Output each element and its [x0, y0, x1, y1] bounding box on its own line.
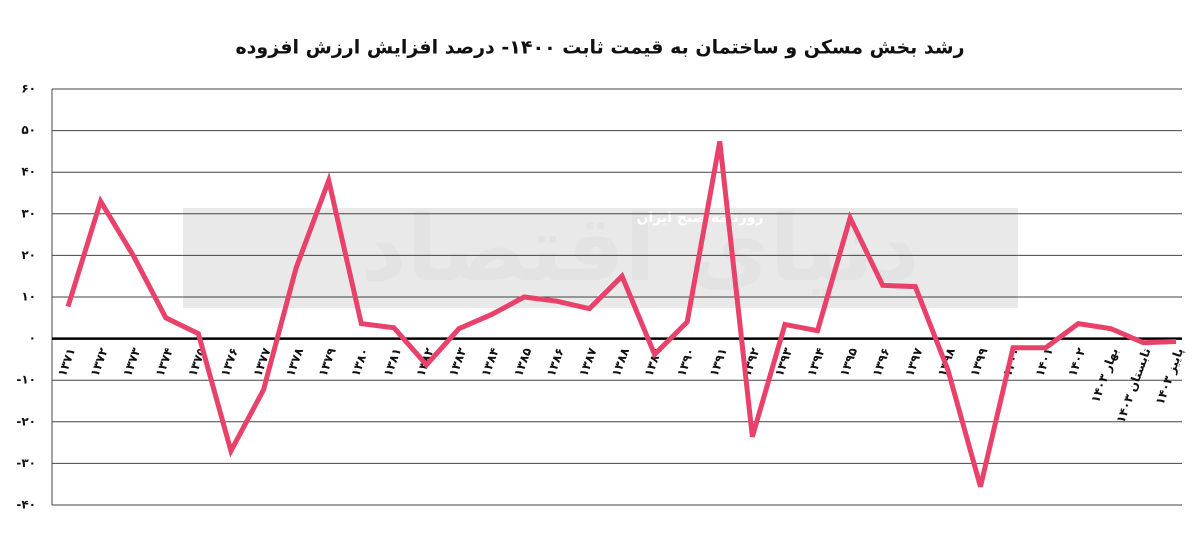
x-tick-label: ۱۳۷۲	[88, 345, 111, 378]
x-tick-label: ۱۳۸۶	[544, 346, 567, 378]
x-tick-label: ۱۳۹۵	[837, 346, 860, 378]
x-tick-label: ۱۳۸۰	[348, 346, 371, 378]
x-tick-label: بهار ۱۴۰۳	[1088, 346, 1121, 405]
watermark-band	[183, 208, 1018, 308]
y-tick-label: -۱۰	[16, 373, 36, 387]
x-tick-label: ۱۳۷۱	[55, 346, 78, 378]
x-tick-label: ۱۳۸۵	[511, 346, 534, 378]
y-tick-label: -۲۰	[16, 414, 36, 428]
x-tick-label: ۱۳۸۱	[381, 346, 404, 378]
x-tick-label: ۱۳۷۳	[120, 345, 143, 378]
y-tick-label: ۱۰	[21, 290, 36, 304]
x-tick-label: ۱۳۸۸	[609, 345, 632, 378]
y-tick-label: ۳۰	[21, 206, 36, 220]
x-tick-label: ۱۳۹۷	[902, 345, 925, 378]
y-tick-label: ۴۰	[21, 165, 36, 179]
x-tick-label: ۱۳۷۹	[316, 345, 339, 378]
x-tick-label: ۱۳۸۷	[576, 345, 599, 378]
x-tick-label: ۱۳۸۳	[446, 345, 469, 378]
x-tick-label: ۱۳۹۱	[707, 346, 730, 378]
x-tick-label: ۱۳۷۸	[283, 345, 306, 378]
x-tick-label: ۱۳۹۶	[870, 346, 893, 378]
x-tick-label: ۱۴۰۲	[1065, 345, 1088, 378]
x-tick-label: ۱۳۷۴	[153, 346, 176, 378]
y-tick-label: -۴۰	[16, 498, 36, 512]
x-tick-label: ۱۳۹۰	[674, 346, 697, 378]
y-tick-label: ۲۰	[21, 248, 36, 262]
y-tick-label: ۵۰	[21, 123, 36, 137]
watermark-subtitle: روزنامه صبح ایران	[636, 210, 763, 226]
chart-title: رشد بخش مسکن و ساختمان به قیمت ثابت ۱۴۰۰…	[235, 37, 964, 59]
x-tick-label: ۱۳۸۴	[479, 346, 502, 378]
watermark: دنیای اقتصاد	[360, 197, 920, 302]
x-tick-label: تابستان ۱۴۰۳	[1113, 346, 1153, 425]
x-tick-label: ۱۳۹۹	[967, 345, 990, 378]
y-tick-label: ۰	[29, 331, 36, 345]
x-tick-label: پاییز ۱۴۰۳	[1153, 346, 1186, 407]
x-tick-label: ۱۳۹۴	[804, 346, 827, 378]
y-tick-label: -۳۰	[16, 456, 36, 470]
x-tick-label: ۱۳۷۶	[218, 346, 241, 378]
line-series	[65, 140, 1177, 488]
x-tick-label: ۱۴۰۱	[1033, 346, 1056, 378]
y-tick-label: ۶۰	[21, 82, 36, 96]
